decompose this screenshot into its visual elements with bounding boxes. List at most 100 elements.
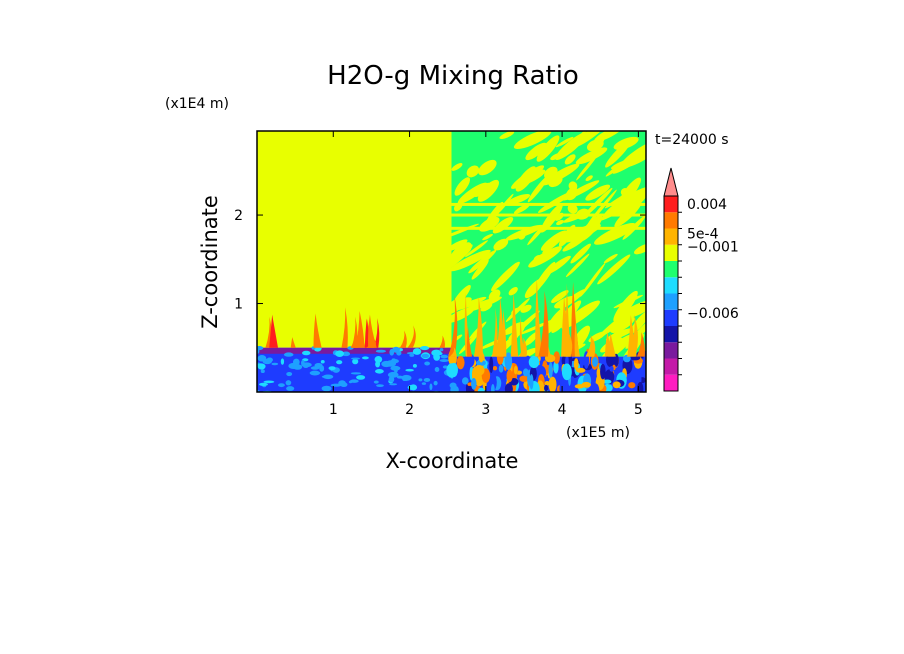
convective-plume — [519, 315, 526, 357]
convective-eddy — [544, 384, 549, 392]
plot-frame — [256, 130, 647, 393]
surface-eddy — [351, 357, 361, 360]
mixed-streak — [445, 297, 472, 312]
convective-eddy — [456, 355, 465, 370]
mixed-streak — [570, 243, 591, 264]
colorbar-level — [664, 244, 678, 261]
surface-eddy — [424, 361, 431, 366]
surface-eddy — [412, 348, 422, 355]
mixed-streak — [447, 239, 468, 251]
surface-eddy — [302, 350, 311, 356]
convective-eddy — [539, 355, 547, 361]
surface-eddy — [257, 363, 266, 370]
surface-eddy — [335, 350, 345, 357]
convective-eddy — [491, 384, 495, 392]
surface-eddy — [390, 365, 401, 371]
mixed-streak — [619, 299, 646, 320]
surface-eddy — [374, 369, 384, 374]
convective-plume — [449, 347, 456, 357]
chart-title: H2O-g Mixing Ratio — [327, 61, 579, 91]
mixed-streak — [554, 295, 576, 309]
mixed-streak — [537, 191, 574, 213]
surface-eddy — [361, 356, 369, 360]
convective-plume — [491, 307, 498, 357]
colorbar-overflow-triangle — [663, 167, 679, 197]
convective-plume — [341, 307, 348, 348]
mixed-streak — [594, 131, 624, 142]
surface-eddy — [257, 345, 264, 351]
mixed-streak — [610, 316, 635, 333]
colorbar-level — [664, 342, 678, 359]
surface-eddy — [442, 365, 448, 369]
mixed-streak — [602, 196, 628, 218]
convective-eddy — [573, 358, 579, 370]
mixed-streak — [613, 290, 638, 322]
convective-plume — [448, 294, 458, 357]
mixed-streak — [567, 203, 578, 214]
surface-eddy — [301, 362, 312, 368]
surface-eddy — [401, 374, 412, 381]
x-tick-label: 3 — [481, 402, 490, 418]
convective-plume — [585, 334, 595, 357]
convective-plume — [407, 325, 416, 348]
convective-eddy — [613, 353, 619, 367]
convective-eddy — [600, 363, 606, 380]
surface-eddy — [389, 383, 398, 386]
convective-plume — [464, 293, 471, 357]
colorbar-label: −0.006 — [687, 306, 739, 322]
surface-eddy — [278, 383, 285, 388]
convective-eddy — [522, 368, 529, 377]
mixed-streak — [536, 135, 560, 162]
y-axis-label: Z-coordinate — [198, 195, 222, 329]
convective-plume — [627, 315, 637, 357]
surface-eddy — [405, 368, 414, 372]
mixed-streak — [508, 287, 518, 296]
x-axis: 1 2 3 4 5 — [329, 131, 643, 418]
surface-eddy — [439, 359, 449, 362]
convective-eddy — [449, 382, 457, 389]
mixed-streak — [480, 303, 493, 312]
heatmap-field — [257, 131, 646, 392]
colorbar-level — [664, 309, 678, 326]
surface-eddy — [338, 380, 346, 387]
colorbar-level — [664, 277, 678, 294]
surface-eddy — [412, 364, 417, 368]
y-tick-label: 1 — [234, 297, 243, 313]
convective-plume — [499, 308, 507, 357]
mixed-streak — [565, 253, 590, 278]
mixed-streak — [561, 300, 600, 329]
convective-eddy — [449, 362, 458, 378]
surface-eddy — [288, 362, 299, 369]
convective-plume — [269, 314, 279, 348]
mixed-streak — [493, 238, 509, 251]
surface-eddy — [387, 371, 399, 378]
convective-eddy — [498, 364, 504, 373]
mixed-streak — [528, 246, 562, 268]
mixed-streak — [612, 153, 646, 174]
mixed-streak — [527, 219, 550, 246]
colorbar-level — [664, 293, 678, 310]
x-tick-label: 1 — [329, 402, 338, 418]
convective-eddy — [612, 381, 621, 389]
x-axis-label: X-coordinate — [386, 449, 519, 473]
convective-eddy — [471, 377, 477, 390]
convective-eddy — [506, 369, 513, 383]
surface-eddy — [263, 380, 275, 384]
surface-eddy — [350, 372, 362, 375]
convective-eddy — [520, 355, 530, 364]
mixed-streak — [545, 227, 580, 243]
surface-eddy — [320, 360, 325, 364]
convective-plume — [313, 313, 322, 348]
surface-eddy — [374, 356, 383, 363]
mixed-streak — [466, 165, 480, 178]
convective-plume — [608, 332, 616, 357]
surface-eddy — [410, 384, 418, 391]
mixed-streak — [482, 233, 493, 241]
mixed-streak — [477, 179, 500, 202]
convective-plume — [290, 337, 296, 348]
convective-eddy — [570, 376, 576, 390]
colorbar-level — [664, 228, 678, 245]
surface-eddy — [440, 354, 448, 359]
